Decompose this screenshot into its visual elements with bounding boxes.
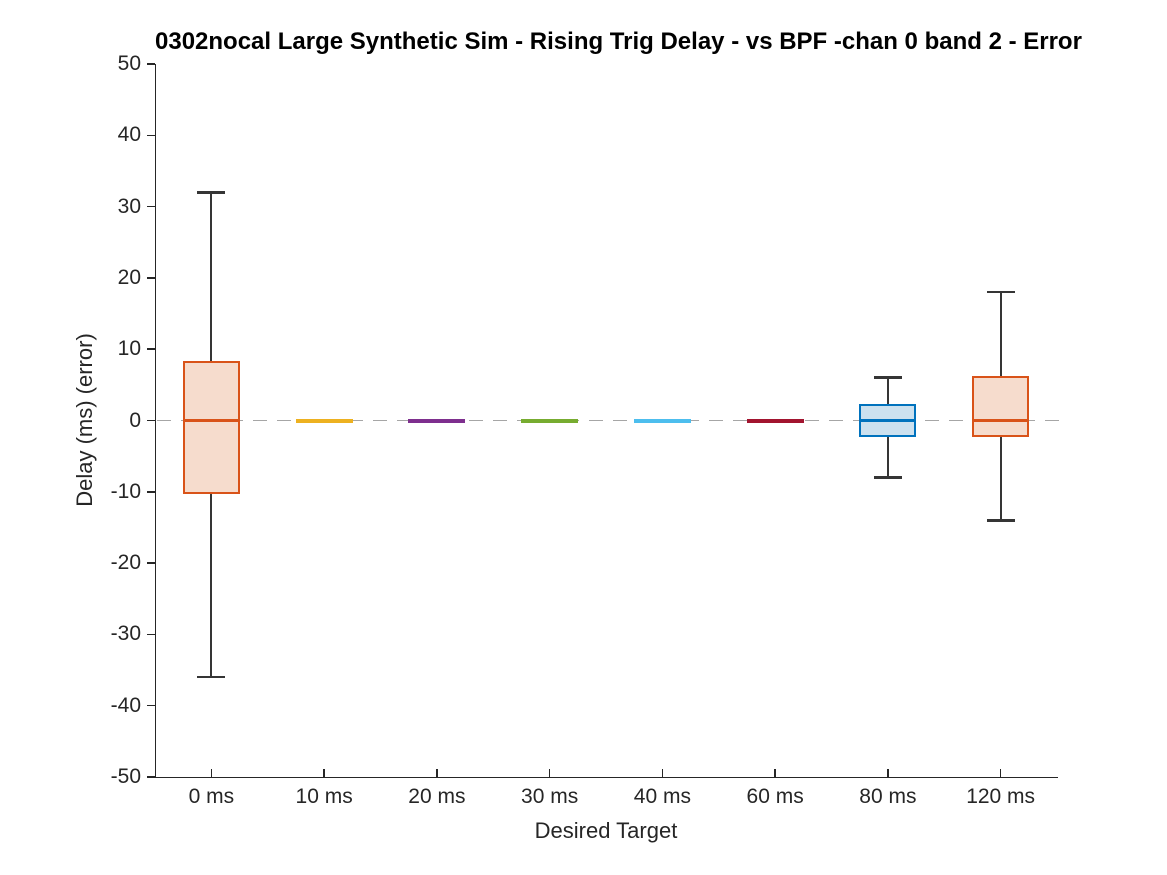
y-tick-mark	[147, 348, 155, 350]
x-tick-mark	[548, 769, 551, 777]
y-tick-label: 10	[117, 337, 141, 361]
median-line	[182, 419, 240, 422]
chart-title: 0302nocal Large Synthetic Sim - Rising T…	[155, 28, 1082, 55]
y-tick-label: -20	[110, 551, 141, 575]
median-line	[633, 419, 691, 422]
y-axis-label: Delay (ms) (error)	[72, 333, 97, 507]
y-tick-mark	[147, 491, 155, 493]
x-tick-mark	[887, 769, 889, 777]
y-tick-mark	[147, 63, 155, 65]
upper-whisker	[886, 377, 889, 407]
y-tick-mark	[147, 134, 155, 137]
upper-whisker	[210, 192, 213, 364]
y-tick-label: -40	[110, 693, 141, 717]
median-line	[408, 419, 466, 422]
x-tick-mark	[774, 769, 776, 777]
x-tick-mark	[323, 769, 325, 777]
y-tick-mark	[147, 205, 155, 208]
x-tick-mark	[210, 769, 213, 777]
x-tick-mark	[999, 769, 1002, 777]
x-axis-label: Desired Target	[534, 818, 678, 843]
upper-whisker-cap	[986, 290, 1015, 294]
x-tick-mark	[661, 769, 664, 777]
zero-reference-line	[156, 419, 1059, 422]
y-tick-label: 20	[117, 265, 141, 289]
y-tick-mark	[147, 633, 155, 636]
y-tick-mark	[147, 277, 155, 279]
x-tick-label: 60 ms	[746, 785, 804, 808]
x-tick-label: 10 ms	[295, 785, 353, 808]
median-line	[521, 419, 579, 422]
lower-whisker-cap	[986, 519, 1015, 522]
x-tick-label: 120 ms	[966, 785, 1036, 808]
lower-whisker-cap	[873, 476, 902, 479]
y-tick-label: 40	[117, 123, 141, 147]
x-tick-label: 80 ms	[859, 785, 917, 808]
y-tick-mark	[147, 776, 155, 778]
x-tick-label: 40 ms	[633, 785, 691, 808]
x-tick-label: 30 ms	[521, 785, 579, 808]
y-tick-label: 30	[117, 194, 141, 218]
median-line	[859, 419, 917, 422]
upper-whisker	[999, 292, 1002, 378]
plot-area	[155, 64, 1058, 778]
median-line	[295, 419, 353, 422]
y-tick-label: 50	[117, 52, 141, 75]
lower-whisker	[999, 434, 1002, 521]
y-tick-label: 0	[129, 408, 141, 432]
lower-whisker	[886, 434, 889, 478]
median-line	[972, 419, 1030, 422]
upper-whisker-cap	[197, 191, 226, 194]
iqr-box	[972, 375, 1030, 437]
upper-whisker-cap	[873, 376, 902, 379]
y-tick-label: -30	[110, 622, 141, 646]
y-tick-label: -50	[110, 765, 141, 788]
iqr-box	[182, 361, 240, 494]
x-tick-mark	[436, 769, 438, 777]
y-tick-label: -10	[110, 479, 141, 503]
median-line	[746, 419, 804, 422]
y-tick-mark	[147, 419, 155, 422]
y-tick-mark	[147, 704, 155, 707]
lower-whisker-cap	[197, 675, 226, 679]
x-tick-label: 0 ms	[188, 785, 235, 808]
lower-whisker	[210, 491, 213, 678]
y-tick-mark	[147, 562, 155, 564]
x-tick-label: 20 ms	[408, 785, 466, 808]
